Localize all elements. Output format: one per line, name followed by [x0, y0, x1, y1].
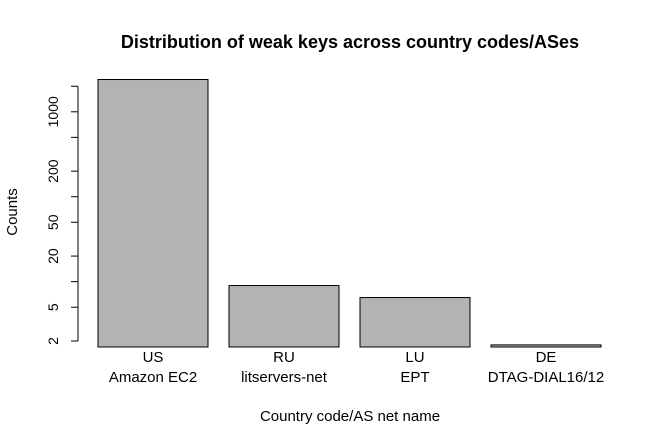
y-axis: 2 5 20 50 200 1000 [45, 85, 79, 345]
bar-lu [359, 297, 471, 348]
x-axis-label: Country code/AS net name [260, 408, 440, 425]
category-name-ru: litservers-net [241, 369, 328, 386]
category-name-us: Amazon EC2 [109, 369, 197, 386]
y-tick-label-20: 20 [45, 248, 61, 264]
category-code-ru: RU [273, 349, 295, 366]
chart-title: Distribution of weak keys across country… [121, 32, 579, 52]
y-axis-label: Counts [4, 188, 21, 236]
bars-group [97, 79, 602, 348]
category-code-lu: LU [405, 349, 424, 366]
y-tick-label-50: 50 [45, 214, 61, 230]
category-code-de: DE [536, 349, 557, 366]
x-axis-labels: US Amazon EC2 RU litservers-net LU EPT DE DTAG-… [109, 349, 604, 386]
category-code-us: US [143, 349, 164, 366]
bar-us [97, 79, 209, 348]
y-tick-label-2: 2 [45, 337, 61, 345]
category-name-lu: EPT [400, 369, 429, 386]
y-tick-label-1000: 1000 [45, 96, 61, 127]
bar-ru [228, 285, 340, 348]
y-tick-label-5: 5 [45, 303, 61, 311]
y-tick-label-200: 200 [45, 159, 61, 183]
bar-de [490, 344, 602, 348]
category-name-de: DTAG-DIAL16/12 [488, 369, 604, 386]
